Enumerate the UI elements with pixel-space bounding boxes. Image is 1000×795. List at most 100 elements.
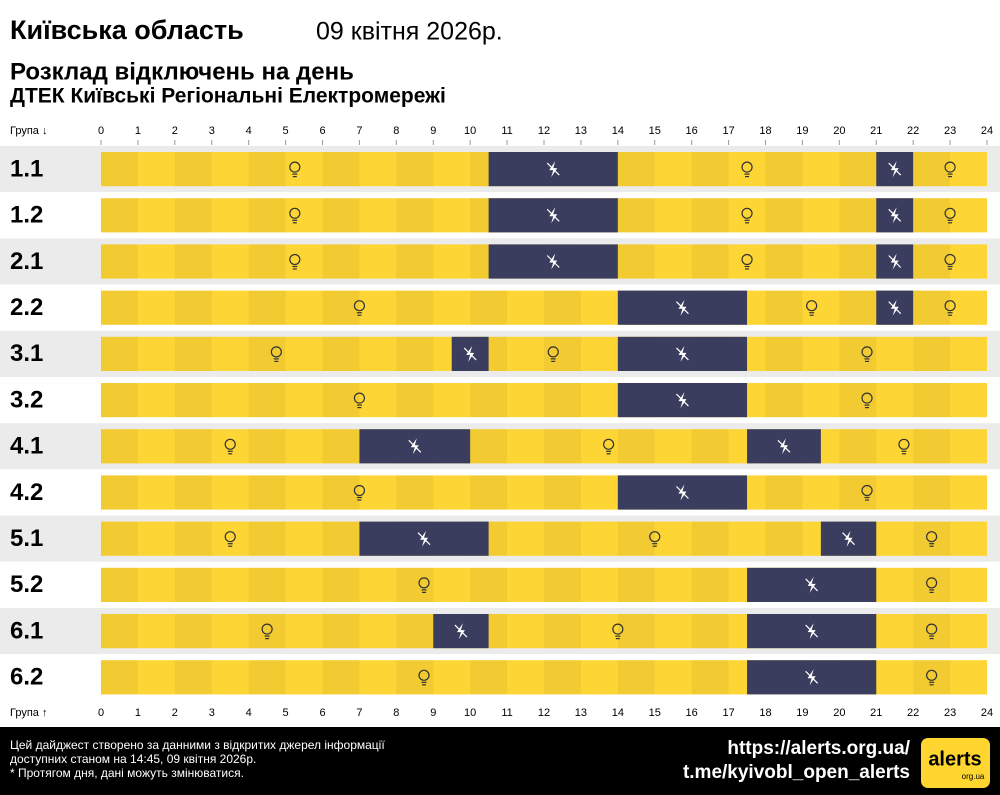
hour-stripe [839, 152, 877, 187]
x-tick-label: 21 [870, 125, 882, 137]
hour-stripe [396, 336, 434, 371]
hour-stripe [248, 429, 286, 464]
x-tick-label: 19 [796, 125, 808, 137]
on-bar [101, 383, 987, 418]
bolt-slash [888, 162, 902, 176]
hour-stripe [913, 567, 951, 602]
group-label: 1.1 [10, 155, 43, 182]
hour-stripe [765, 383, 803, 418]
hour-stripe [913, 660, 951, 695]
x-tick-label: 7 [356, 707, 362, 719]
x-tick-label: 16 [686, 707, 698, 719]
hour-stripe [396, 152, 434, 187]
x-tick-label: 14 [612, 707, 624, 719]
group-label: 6.1 [10, 617, 43, 644]
x-tick-label: 0 [98, 125, 104, 137]
hour-stripe [322, 336, 360, 371]
group-label: 5.2 [10, 571, 43, 598]
hour-stripe [839, 336, 877, 371]
hour-stripe [174, 290, 212, 325]
hour-stripe [101, 336, 138, 371]
hour-stripe [248, 290, 286, 325]
hour-stripe [101, 198, 138, 233]
bulb [270, 346, 282, 358]
bulb [289, 253, 301, 266]
hour-stripe [322, 567, 360, 602]
hour-stripe [101, 290, 138, 325]
x-tick-label: 24 [981, 125, 993, 137]
x-tick-label: 15 [649, 707, 661, 719]
bulb-icon [898, 438, 910, 455]
x-tick-label: 1 [135, 125, 141, 137]
group-label: 3.1 [10, 340, 43, 367]
logo-text: alerts [928, 748, 981, 770]
bulb [861, 392, 873, 404]
link[interactable]: https://alerts.org.ua/ [727, 738, 910, 759]
hour-stripe [691, 198, 729, 233]
x-tick-label: 7 [356, 125, 362, 137]
hour-stripe [101, 567, 138, 602]
x-tick-label: 8 [393, 707, 399, 719]
group-label: 5.1 [10, 525, 43, 552]
bulb-icon [861, 346, 873, 362]
bolt-slash [676, 393, 689, 407]
bulb-icon [353, 300, 366, 316]
hour-stripe [617, 198, 655, 233]
hour-stripe [396, 198, 434, 233]
bulb [806, 300, 818, 312]
hour-stripe [765, 290, 803, 325]
bulb [741, 161, 753, 173]
bulb-icon [926, 623, 938, 640]
bolt-slash [417, 532, 431, 546]
hour-stripe [765, 198, 803, 233]
hour-stripe [174, 244, 212, 279]
hour-stripe [248, 198, 286, 233]
hour-stripe [101, 475, 138, 510]
hour-stripe [101, 244, 138, 279]
x-tick-label: 11 [501, 707, 512, 719]
bolt-slash [463, 347, 477, 361]
hour-stripe [544, 429, 581, 464]
hour-stripe [839, 290, 877, 325]
hour-stripe [101, 614, 138, 649]
bulb [289, 207, 301, 219]
bulb [418, 669, 430, 681]
hour-stripe [765, 244, 803, 279]
bulb [861, 484, 873, 497]
x-tick-label: 6 [319, 707, 325, 719]
hour-stripe [691, 152, 729, 187]
hour-stripe [322, 290, 360, 325]
bulb [926, 669, 938, 681]
x-tick-label: 10 [464, 707, 476, 719]
hour-stripe [174, 336, 212, 371]
hour-stripe [544, 521, 581, 556]
bulb-icon [944, 253, 956, 270]
bulb-icon [353, 392, 366, 409]
bulb [944, 300, 956, 312]
x-tick-label: 23 [944, 707, 956, 719]
x-tick-label: 1 [135, 707, 141, 719]
hour-stripe [322, 152, 360, 187]
hour-stripe [322, 521, 360, 556]
hour-stripe [617, 660, 655, 695]
bolt-slash [408, 439, 422, 453]
bulb-icon [289, 207, 301, 224]
bulb [353, 484, 366, 497]
hour-stripe [691, 614, 729, 649]
link[interactable]: t.me/kyivobl_open_alerts [683, 762, 910, 783]
bulb-icon [741, 207, 753, 224]
hour-stripe [396, 244, 434, 279]
hour-stripe [470, 290, 508, 325]
bulb [944, 207, 956, 219]
hour-stripe [691, 660, 729, 695]
bolt-slash [777, 439, 791, 453]
hour-stripe [101, 660, 138, 695]
hour-stripe [913, 475, 951, 510]
x-tick-label: 20 [833, 125, 845, 137]
hour-stripe [839, 429, 877, 464]
bulb-icon [270, 346, 282, 362]
hour-stripe [691, 429, 729, 464]
hour-stripe [248, 521, 286, 556]
bolt-slash [888, 208, 902, 222]
hour-stripe [248, 614, 286, 649]
